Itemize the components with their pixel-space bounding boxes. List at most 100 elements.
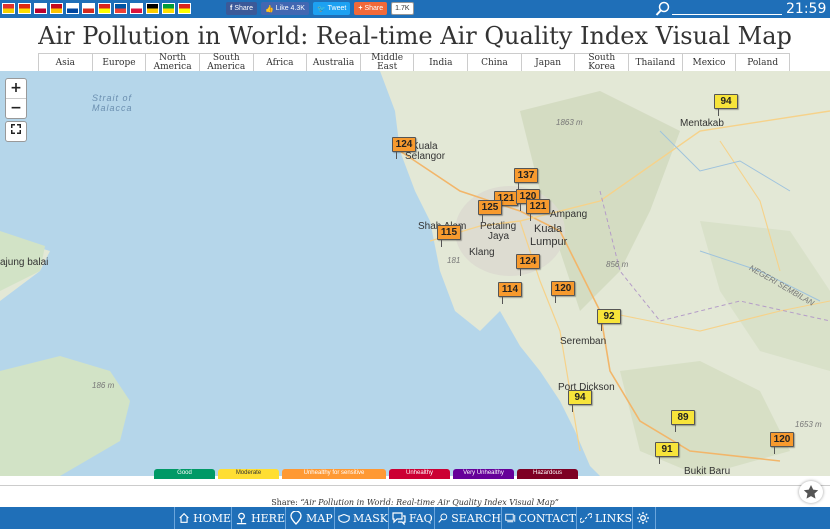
nav-search-label: SEARCH [451,511,501,525]
flag-10[interactable] [146,3,159,14]
search-input[interactable] [672,14,782,15]
share-line: Share: “Air Pollution in World: Real-tim… [0,485,830,508]
aqi-marker[interactable]: 89 [671,410,695,432]
flag-6[interactable] [82,3,95,14]
aqi-marker[interactable]: 124 [516,254,540,276]
aqi-marker[interactable]: 124 [392,137,416,159]
map-label-elevation-856: 856 m [606,260,629,269]
search-icon [655,1,670,16]
legend-very-unhealthy: Very Unhealthy [453,469,514,479]
addthis-share-label: Share [364,5,384,12]
nav-here-label: HERE [251,511,285,525]
map-label-elevation-1863: 1863 m [556,118,583,127]
tweet-label: Tweet [327,5,347,12]
nav-mask[interactable]: MASK [334,507,388,529]
map-label-port-dickson: Port Dickson [558,382,615,393]
flag-4[interactable] [50,3,63,14]
flag-8[interactable] [114,3,127,14]
floating-action-button[interactable] [799,481,823,503]
nav-contact[interactable]: CONTACT [501,507,576,529]
region-australia[interactable]: Australia [306,54,360,72]
clock: 21:59 [786,1,827,17]
map-label-tanjung-balai: ajung balai [0,257,49,268]
nav-mask-label: MASK [353,511,388,525]
legend-unhealthy-sensitive: Unhealthy for sensitive [282,469,386,479]
region-thailand[interactable]: Thailand [628,54,682,72]
facebook-like-button[interactable]: 👍 Like 4.3K [261,2,309,15]
map-label-kuala-selangor-2: Selangor [405,151,446,162]
map-label-elevation-186: 186 m [92,381,115,390]
nav-settings[interactable] [632,507,656,529]
flag-9[interactable] [130,3,143,14]
zoom-in-button[interactable]: + [6,79,26,99]
nav-map-label: MAP [306,511,333,525]
addthis-share-button[interactable]: + Share [354,2,388,15]
nav-contact-label: CONTACT [518,511,577,525]
flag-12[interactable] [178,3,191,14]
region-south-america[interactable]: South America [198,54,253,72]
region-japan[interactable]: Japan [520,54,575,72]
aqi-marker[interactable]: 92 [597,309,621,331]
aqi-legend: Good Moderate Unhealthy for sensitive Un… [154,469,578,479]
map-label-strait: Strait of [92,93,133,103]
fullscreen-icon [11,124,21,134]
map-label-jaya: Jaya [488,231,510,242]
flag-1[interactable] [2,3,15,14]
nav-faq-label: FAQ [409,511,433,525]
region-south-korea[interactable]: South Korea [574,54,628,72]
region-china[interactable]: China [467,54,521,72]
region-india[interactable]: India [413,54,467,72]
tweet-button[interactable]: 🐦 Tweet [312,2,351,15]
region-europe[interactable]: Europe [91,54,146,72]
nav-home-label: HOME [193,511,231,525]
region-mexico[interactable]: Mexico [681,54,736,72]
zoom-out-button[interactable]: − [10,100,22,116]
aqi-marker[interactable]: 115 [437,225,461,247]
region-africa[interactable]: Africa [252,54,307,72]
nav-map[interactable]: MAP [285,507,334,529]
region-poland[interactable]: Poland [735,54,790,72]
region-nav: Asia Europe North America South America … [38,53,790,73]
home-icon [179,512,189,523]
flag-7[interactable] [98,3,111,14]
region-asia[interactable]: Asia [38,54,92,72]
aqi-marker[interactable]: 91 [655,442,679,464]
map-pin-icon [290,511,302,525]
nav-links[interactable]: LINKS [576,507,632,529]
flag-3[interactable] [34,3,47,14]
flag-11[interactable] [162,3,175,14]
facebook-icon: f [230,5,233,12]
fullscreen-button[interactable] [5,121,27,142]
aqi-marker[interactable]: 125 [478,200,502,222]
nav-faq[interactable]: FAQ [388,507,434,529]
star-icon [803,485,819,499]
aqi-marker[interactable]: 137 [514,168,538,190]
aqi-marker[interactable]: 120 [551,281,575,303]
top-bar: f Share 👍 Like 4.3K 🐦 Tweet + Share 1.7K 21:… [0,0,830,18]
aqi-marker[interactable]: 120 [770,432,794,454]
language-flags [2,3,191,14]
aqi-marker[interactable]: 94 [568,390,592,412]
facebook-share-button[interactable]: f Share [226,2,258,15]
flag-5[interactable] [66,3,79,14]
map-label-kuala-selangor-1: Kuala [412,141,438,152]
aqi-marker[interactable]: 94 [714,94,738,116]
nav-home[interactable]: HOME [174,507,231,529]
nav-search[interactable]: SEARCH [434,507,501,529]
region-middle-east[interactable]: Middle East [359,54,414,72]
region-north-america[interactable]: North America [145,54,199,72]
map-label-kuala-lumpur-1: Kuala [534,223,563,235]
facebook-like-label: Like 4.3K [275,5,305,12]
nav-here[interactable]: HERE [231,507,285,529]
twitter-bird-icon: 🐦 [316,5,326,13]
share-quote[interactable]: “Air Pollution in World: Real-time Air Q… [300,498,559,507]
city-search[interactable] [655,1,785,16]
map-label-petaling: Petaling [480,221,517,232]
flag-2[interactable] [18,3,31,14]
aqi-marker[interactable]: 121 [526,199,550,221]
map-terrain [0,71,830,476]
facebook-share-label: Share [234,5,254,12]
aqi-marker[interactable]: 114 [498,282,522,304]
aqi-map[interactable]: Strait of Malacca Kuala Selangor Mentaka… [0,71,830,476]
plus-icon: + [358,5,363,12]
